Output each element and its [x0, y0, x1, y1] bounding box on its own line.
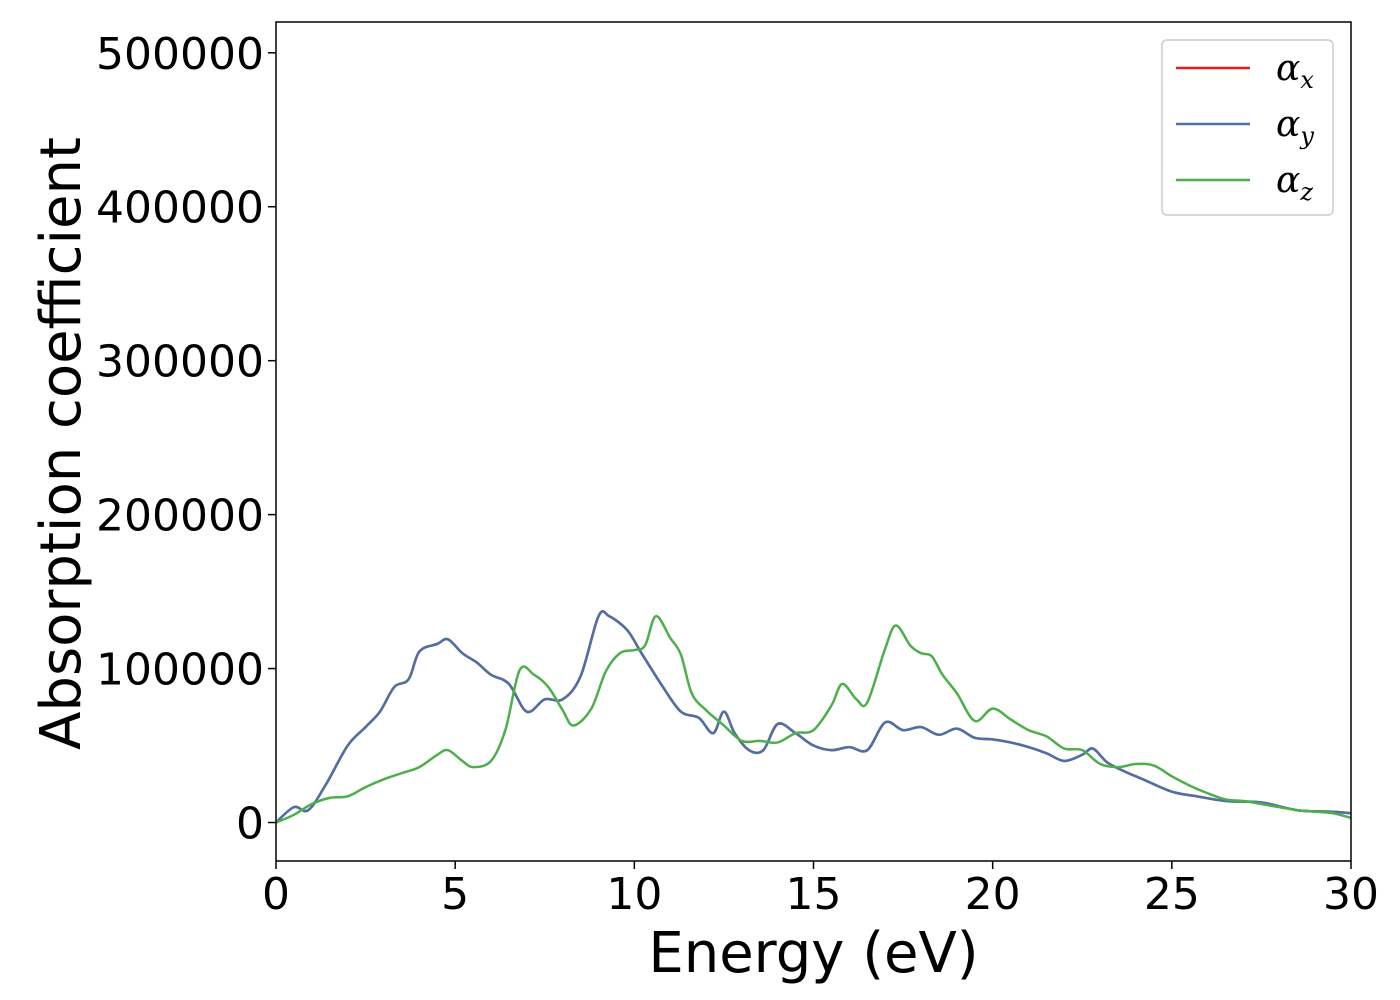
- y-tick-label: 500000: [96, 29, 264, 80]
- legend-label-base: α: [1276, 48, 1300, 89]
- series-layer: [276, 609, 1351, 824]
- x-tick-label: 5: [441, 869, 469, 920]
- y-tick-label: 300000: [96, 337, 264, 388]
- x-tick-label: 20: [965, 869, 1021, 920]
- x-tick-label: 15: [786, 869, 842, 920]
- x-axis: 0 5 10 15 20 25 30: [262, 861, 1379, 920]
- series-line-y: [276, 609, 1351, 824]
- legend-label-base: α: [1276, 104, 1300, 145]
- y-axis-label: Absorption coefficient: [29, 137, 94, 750]
- legend-label: αz: [1276, 160, 1313, 206]
- x-axis-label: Energy (eV): [648, 921, 978, 986]
- legend-label: αx: [1276, 48, 1314, 94]
- x-tick-label: 30: [1323, 869, 1379, 920]
- legend-item-z: αz: [1176, 160, 1313, 206]
- y-tick-label: 100000: [96, 645, 264, 696]
- series-line-z: [276, 614, 1351, 824]
- legend-label-subscript: y: [1299, 122, 1314, 150]
- legend-label-base: α: [1276, 160, 1300, 201]
- legend-item-y: αy: [1176, 104, 1314, 150]
- y-tick-label: 400000: [96, 183, 264, 234]
- y-axis: 0 100000 200000 300000 400000 500000: [96, 29, 276, 850]
- y-tick-label: 0: [236, 799, 264, 850]
- x-tick-label: 25: [1144, 869, 1200, 920]
- y-tick-label: 200000: [96, 491, 264, 542]
- legend-item-x: αx: [1176, 48, 1314, 94]
- legend-label-subscript: x: [1300, 66, 1314, 94]
- x-tick-label: 0: [262, 869, 290, 920]
- legend-box: [1161, 39, 1334, 216]
- legend-label-subscript: z: [1299, 178, 1313, 206]
- x-tick-label: 10: [606, 869, 662, 920]
- legend-label: αy: [1276, 104, 1314, 150]
